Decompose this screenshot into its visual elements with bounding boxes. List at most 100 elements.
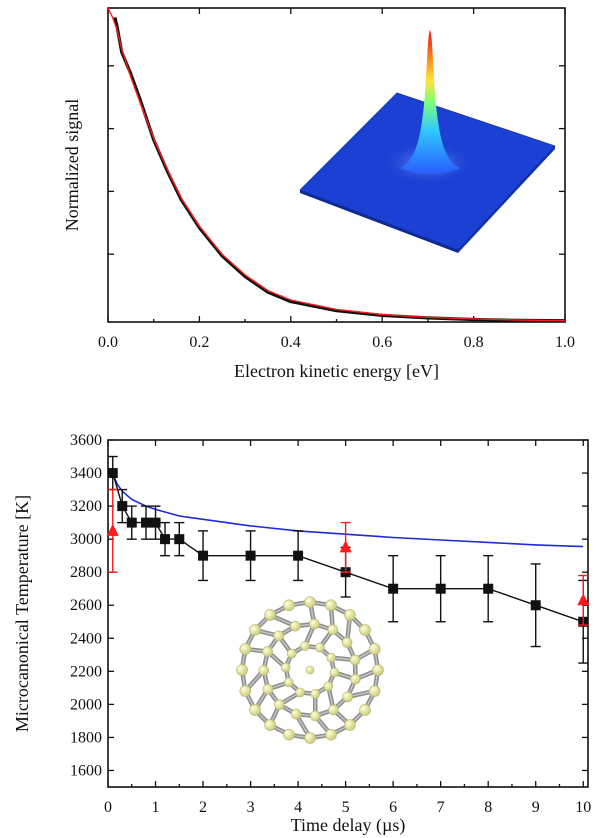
black-square-point [150, 517, 161, 528]
inset-surface-side [458, 146, 555, 253]
molecule-atom [342, 691, 353, 703]
molecule-atom [309, 618, 320, 630]
molecule-atom [344, 609, 356, 621]
fullerene-molecule-inset [236, 596, 384, 744]
molecule-atom [239, 685, 252, 697]
black-square-point [141, 517, 152, 528]
bottom-y-tick-label: 2000 [70, 696, 102, 713]
molecule-atom [299, 641, 310, 651]
bottom-y-tick-label: 2400 [70, 630, 102, 647]
molecule-atom [262, 683, 274, 695]
black-square-point [160, 534, 171, 545]
molecule-atom [239, 643, 252, 655]
black-square-point [245, 550, 256, 561]
kinetic-energy-chart: 0.0 0.2 0.4 0.6 0.8 1.0 Electron kinetic ener… [62, 7, 575, 381]
top-x-tick-label: 0.2 [189, 334, 209, 351]
black-square-point [107, 468, 118, 479]
black-square-point [388, 583, 399, 594]
molecule-atom [289, 620, 301, 632]
molecule-atom [304, 732, 316, 744]
molecule-atom [262, 646, 273, 657]
molecule-atom [329, 667, 340, 678]
bottom-x-tick-label: 6 [389, 799, 397, 816]
molecule-atom [286, 648, 297, 659]
molecule-atom [280, 662, 291, 673]
red-triangle-point [106, 523, 119, 536]
molecule-atom [350, 673, 361, 685]
bottom-x-tick-label: 3 [247, 799, 255, 816]
bottom-x-tick-label: 0 [104, 799, 112, 816]
black-square-point [198, 550, 209, 561]
bottom-y-tick-label: 2600 [70, 597, 102, 614]
molecule-atom [315, 642, 325, 653]
bottom-plot-frame [107, 439, 589, 788]
top-x-tick-label: 1.0 [555, 334, 575, 351]
molecule-atom [341, 637, 353, 648]
molecule-atom [249, 624, 261, 636]
bottom-x-tick-label: 10 [575, 799, 591, 816]
molecule-atom [283, 728, 295, 741]
bottom-x-tick-label: 8 [484, 799, 492, 816]
black-data-line [112, 472, 584, 623]
molecule-atom [368, 685, 381, 697]
top-y-axis-label: Normalized signal [62, 99, 82, 231]
molecule-atom [326, 652, 336, 663]
bottom-y-tick-label: 3600 [70, 432, 102, 449]
red-triangle-point [577, 593, 590, 606]
red-fit-line [107, 7, 566, 322]
black-square-point [483, 583, 494, 594]
molecule-atom [349, 654, 361, 666]
top-x-tick-label: 0.6 [372, 334, 392, 351]
black-square-point [293, 550, 304, 561]
molecule-atom [264, 719, 276, 731]
molecule-atom [258, 665, 270, 676]
bottom-x-tick-label: 2 [199, 799, 207, 816]
molecule-atom [325, 599, 337, 612]
inset-surface-edge [300, 190, 458, 253]
blue-model-line [112, 474, 584, 548]
bottom-y-tick-label: 2200 [70, 663, 102, 680]
bottom-x-tick-label: 5 [342, 799, 350, 816]
red-triangle-point [339, 540, 352, 553]
molecule-atom [325, 728, 337, 741]
bottom-x-tick-label: 7 [437, 799, 445, 816]
inset-peak [400, 30, 460, 174]
molecule-atom [310, 689, 321, 699]
molecule-atom [274, 699, 285, 710]
molecule-atom [328, 704, 339, 716]
black-square-point [530, 600, 541, 611]
molecule-atom [264, 609, 276, 621]
top-x-tick-label: 0.0 [98, 334, 118, 351]
bottom-x-tick-label: 1 [152, 799, 160, 816]
bottom-y-tick-label: 1600 [70, 762, 102, 779]
molecule-atom [359, 704, 371, 716]
top-x-axis-label: Electron kinetic energy [eV] [234, 361, 439, 381]
molecule-atom [309, 710, 321, 722]
bottom-y-tick-label: 3200 [70, 498, 102, 515]
molecule-atom [305, 665, 315, 675]
molecule-atom [290, 708, 302, 720]
molecule-atom [372, 664, 384, 676]
black-square-point [117, 501, 128, 512]
molecule-atom [344, 719, 356, 731]
black-square-point [435, 583, 446, 594]
molecule-atom [323, 681, 334, 692]
molecule-atom [359, 624, 371, 636]
black-square-point [126, 517, 137, 528]
bottom-x-axis-label: Time delay (µs) [291, 815, 406, 836]
molecule-atom [327, 624, 339, 636]
molecule-atom [283, 599, 295, 612]
top-x-tick-label: 0.8 [464, 334, 484, 351]
top-x-tick-label: 0.4 [281, 334, 301, 351]
bottom-y-tick-label: 1800 [70, 729, 102, 746]
bottom-y-tick-label: 2800 [70, 564, 102, 581]
bottom-y-tick-label: 3000 [70, 531, 102, 548]
bottom-y-tick-label: 3400 [70, 465, 102, 482]
bottom-x-tick-label: 4 [294, 799, 302, 816]
surface-plot-inset [299, 30, 556, 253]
molecule-atom [273, 630, 285, 642]
molecule-atom [284, 677, 294, 688]
molecule-atom [295, 687, 305, 698]
molecule-atom [304, 596, 316, 608]
